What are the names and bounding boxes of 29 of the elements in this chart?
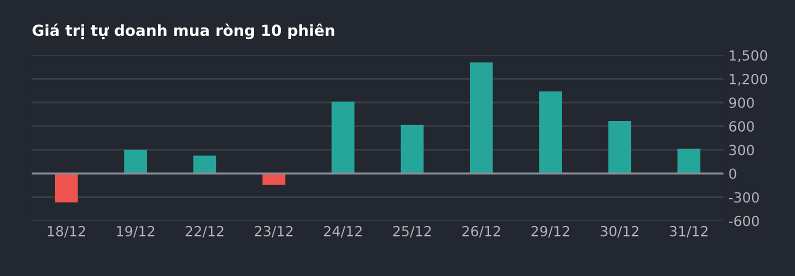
x-tick-label: 19/12: [117, 226, 154, 238]
x-tick-label: 30/12: [600, 226, 638, 238]
bar: [677, 148, 700, 174]
bar: [539, 91, 562, 174]
bar: [124, 150, 147, 174]
x-tick-label: 29/12: [532, 226, 570, 238]
y-tick-label: 1,500: [730, 50, 768, 62]
y-tick-label: 900: [729, 97, 754, 108]
bar: [193, 156, 216, 174]
y-tick-label: -600: [728, 216, 759, 226]
bar: [262, 173, 286, 185]
y-tick-label: 1,200: [730, 74, 768, 86]
y-tick-label: 300: [729, 144, 754, 156]
x-tick-label: 25/12: [393, 226, 431, 238]
bar: [400, 124, 424, 174]
x-tick-label: 24/12: [324, 226, 362, 238]
y-tick-label: -300: [728, 192, 759, 203]
y-tick-label: 0: [729, 168, 736, 179]
x-tick-label: 23/12: [254, 226, 292, 238]
x-tick-label: 26/12: [462, 226, 500, 238]
bar: [54, 173, 78, 202]
x-tick-label: 18/12: [48, 226, 86, 238]
bar: [608, 120, 632, 174]
chart-title: Giá trị tự doanh mua ròng 10 phiên: [32, 24, 334, 40]
x-tick-label: 22/12: [186, 226, 224, 238]
bar: [332, 102, 354, 174]
y-tick-label: 600: [729, 121, 754, 132]
bar: [470, 62, 493, 174]
x-tick-label: 31/12: [670, 226, 708, 238]
